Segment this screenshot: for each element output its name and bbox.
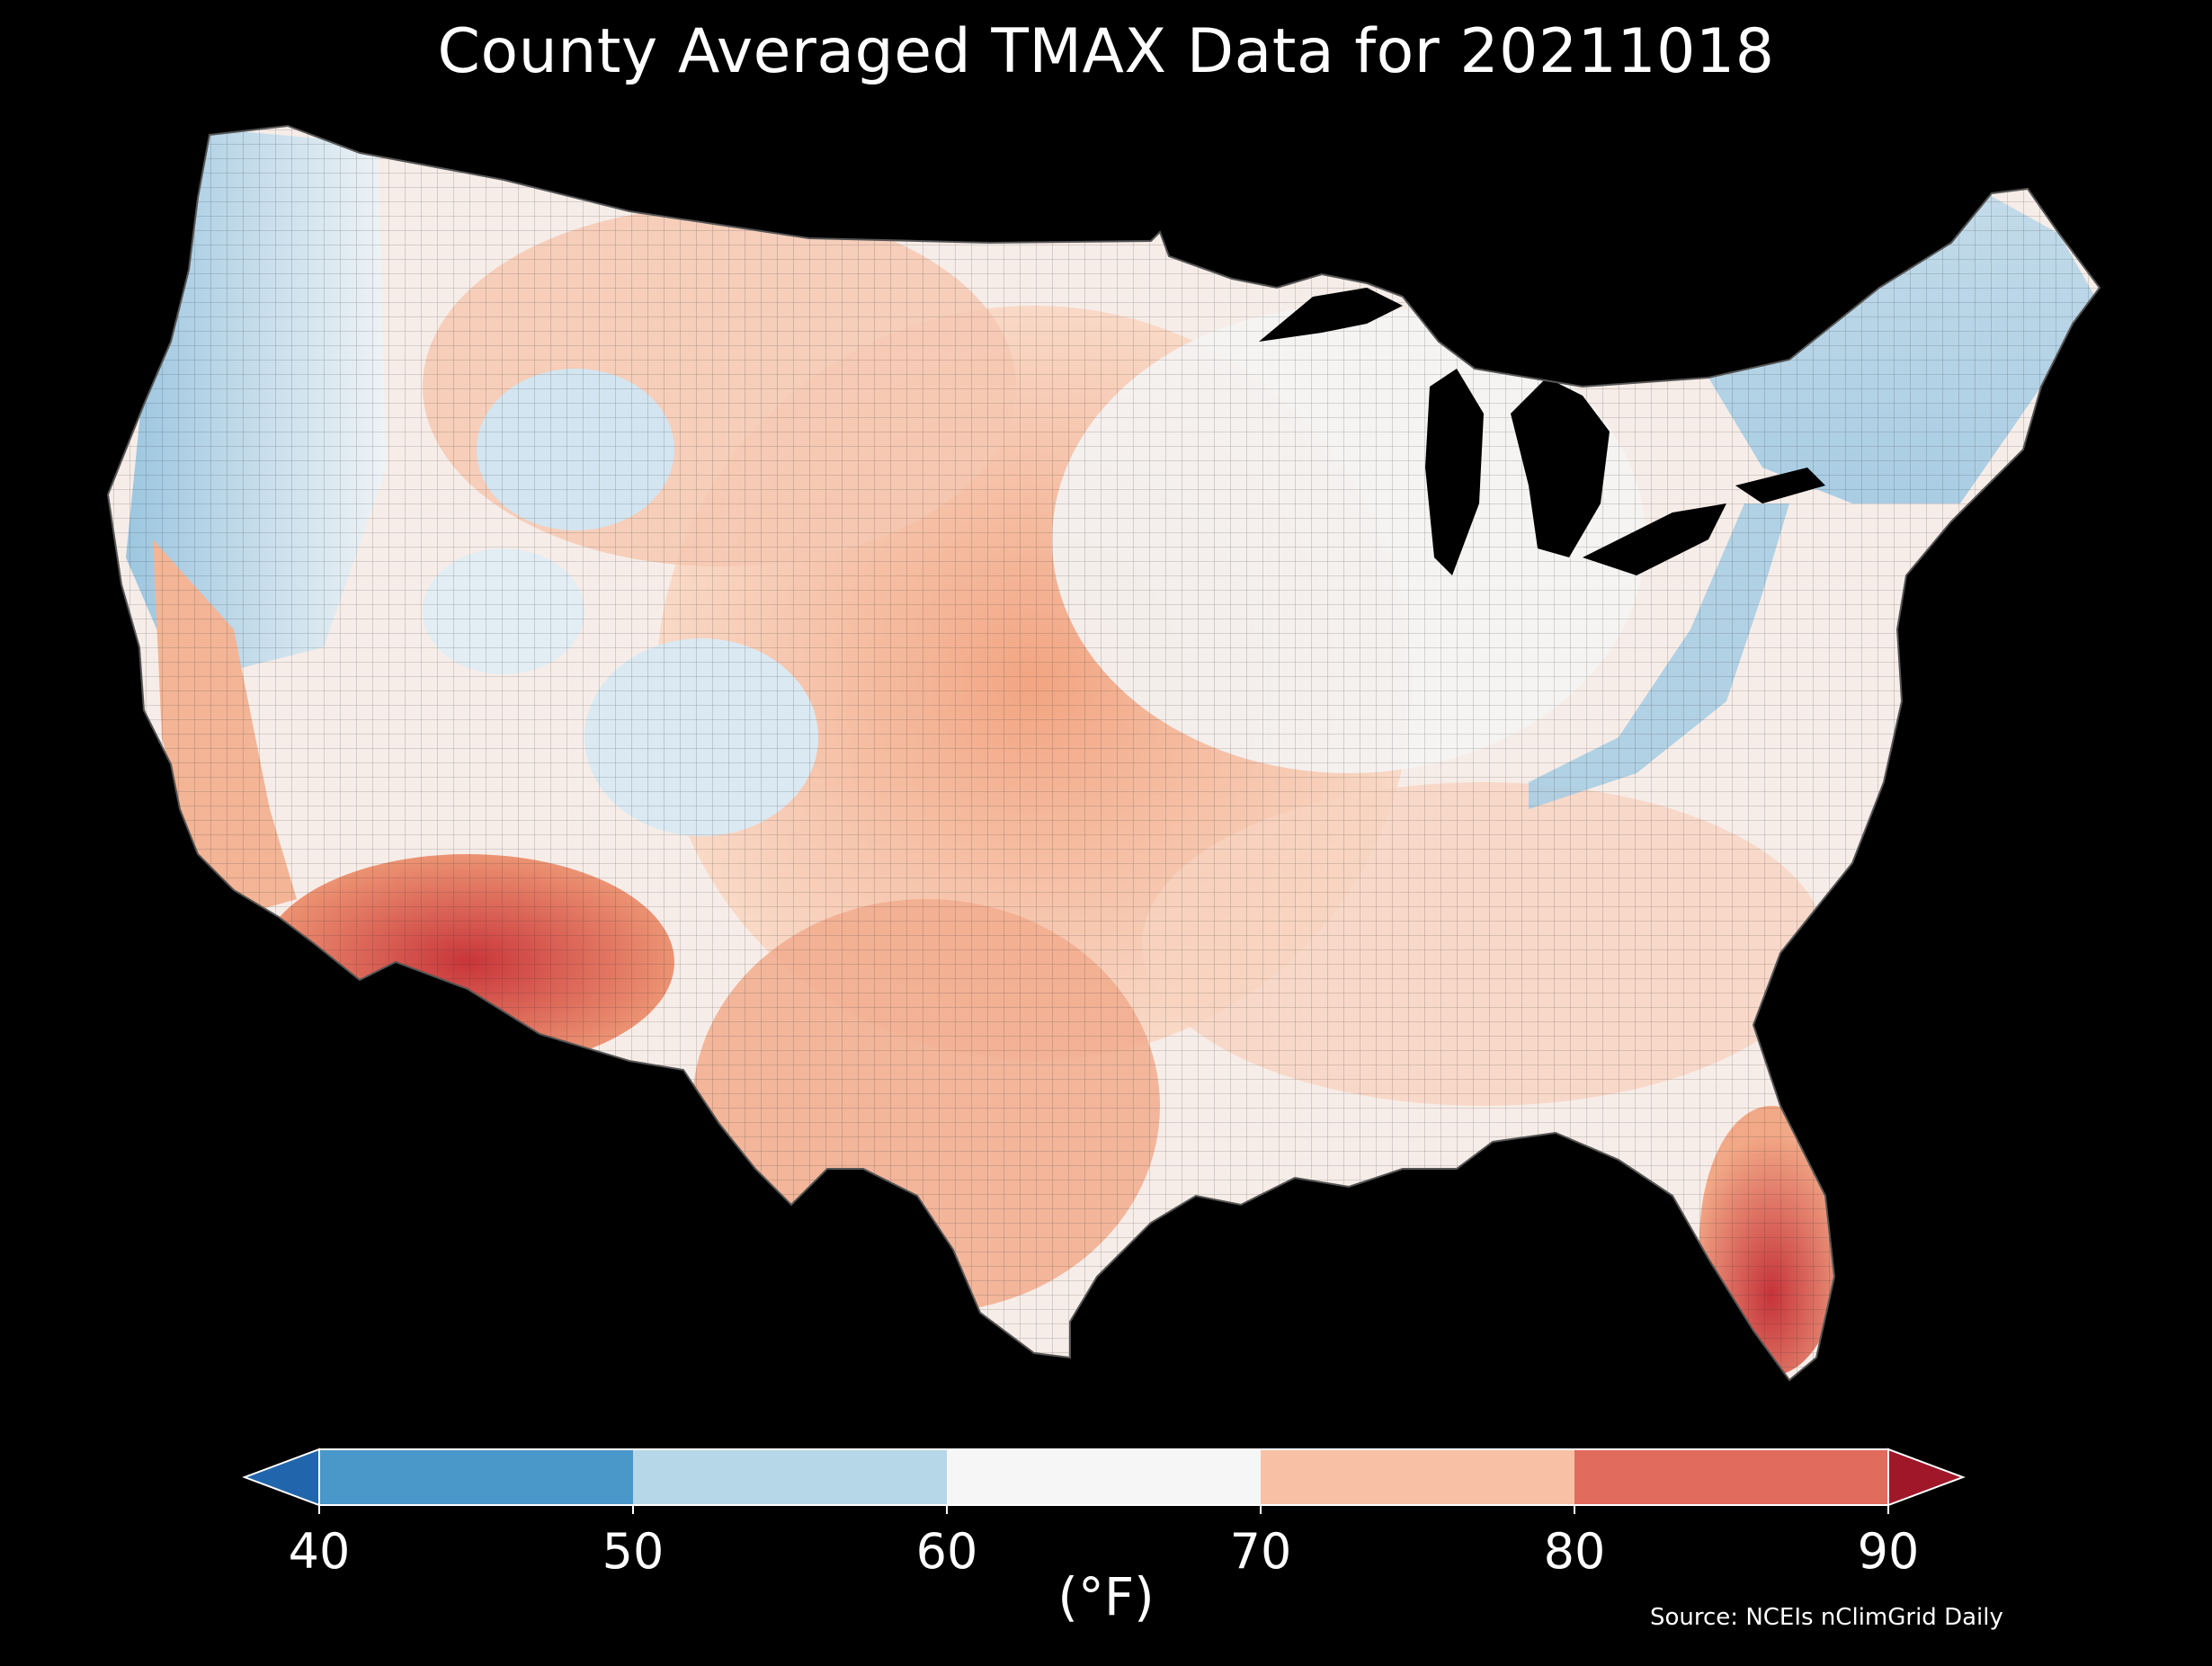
source-credit: Source: NCEIs nClimGrid Daily <box>1650 1604 2003 1631</box>
colorbar-frame <box>318 1448 1889 1506</box>
map-title: County Averaged TMAX Data for 20211018 <box>437 16 1775 87</box>
colorbar-bin-0 <box>319 1449 633 1505</box>
colorbar-bin-1 <box>633 1449 947 1505</box>
colorbar-bin-2 <box>947 1449 1261 1505</box>
colorbar-bin-3 <box>1261 1449 1574 1505</box>
colorbar-over-arrow <box>1887 1448 1966 1507</box>
colorbar-unit-label: (°F) <box>1057 1566 1155 1627</box>
colorbar-tick-label: 80 <box>1544 1523 1606 1580</box>
colorbar-under-arrow <box>242 1448 320 1507</box>
colorbar-tick-label: 40 <box>289 1523 351 1580</box>
colorbar-bin-4 <box>1574 1449 1888 1505</box>
colorbar-tick-label: 60 <box>916 1523 978 1580</box>
colorbar-tick-label: 70 <box>1230 1523 1292 1580</box>
colorbar-tick-label: 90 <box>1858 1523 1920 1580</box>
colorbar-tick-label: 50 <box>602 1523 664 1580</box>
